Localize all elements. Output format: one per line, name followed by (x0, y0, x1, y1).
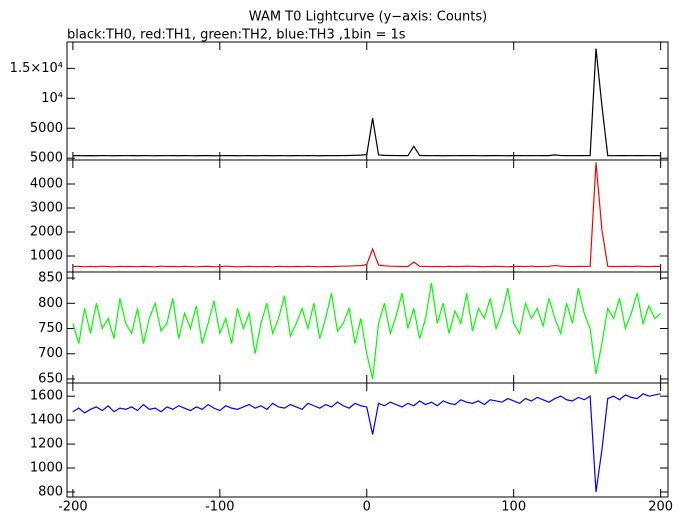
y-tick-label: 2000 (30, 224, 63, 239)
x-tick-label: -100 (205, 500, 235, 515)
y-tick-label: 1000 (30, 461, 63, 476)
y-tick-label: 1000 (30, 248, 63, 263)
y-tick-label: 1200 (30, 437, 63, 452)
y-tick-label: 700 (38, 346, 63, 361)
y-tick-label: 750 (38, 321, 63, 336)
chart-subtitle: black:TH0, red:TH1, green:TH2, blue:TH3 … (67, 28, 406, 43)
series-line (72, 162, 661, 268)
x-tick-label: 100 (501, 500, 526, 515)
y-tick-label: 800 (38, 484, 63, 499)
y-tick-label: 850 (38, 271, 63, 286)
y-tick-label: 650 (38, 371, 63, 386)
y-tick-label: 1400 (30, 413, 63, 428)
chart-title: WAM T0 Lightcurve (y−axis: Counts) (249, 10, 487, 25)
y-tick-label: 800 (38, 296, 63, 311)
y-tick-label: 5000 (30, 151, 63, 166)
series-line (72, 283, 662, 380)
x-tick-label: 200 (648, 500, 673, 515)
x-tick-label: 0 (363, 500, 371, 515)
panel-frame (66, 41, 669, 161)
y-tick-label: 10⁴ (41, 91, 63, 106)
y-tick-label: 1600 (30, 389, 63, 404)
series-line (72, 48, 661, 157)
panel-frame (66, 159, 669, 273)
y-tick-label: 1.5×10⁴ (10, 61, 63, 76)
y-tick-label: 5000 (30, 121, 63, 136)
series-line (72, 393, 661, 493)
y-tick-label: 3000 (30, 200, 63, 215)
x-tick-label: -200 (58, 500, 88, 515)
y-tick-label: 4000 (30, 176, 63, 191)
panel-frame (66, 382, 669, 498)
